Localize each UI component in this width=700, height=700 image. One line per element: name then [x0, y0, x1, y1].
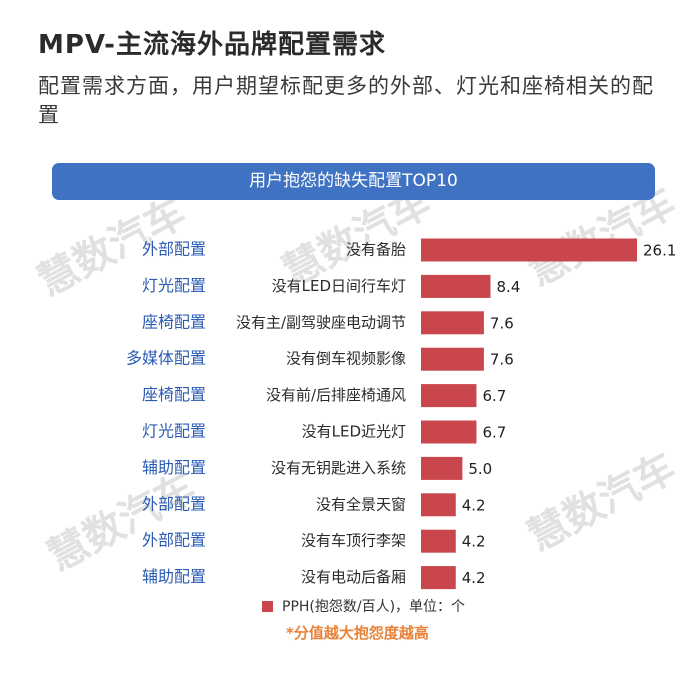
bar [421, 384, 477, 408]
legend-swatch [262, 600, 273, 612]
bar [421, 347, 484, 371]
group-label: 座椅配置 [142, 312, 206, 331]
group-label: 灯光配置 [142, 276, 206, 295]
value-label: 8.4 [497, 278, 521, 296]
value-label: 7.6 [490, 351, 514, 369]
page-subtitle: 配置需求方面，用户期望标配更多的外部、灯光和座椅相关的配置 [38, 74, 654, 127]
group-label: 外部配置 [142, 531, 206, 550]
bar [421, 493, 456, 517]
category-label: 没有主/副驾驶座电动调节 [236, 313, 406, 331]
category-label: 没有电动后备厢 [301, 568, 406, 586]
page-title: MPV-主流海外品牌配置需求 [38, 30, 386, 60]
group-label: 灯光配置 [142, 422, 206, 441]
value-label: 26.1 [643, 242, 676, 260]
group-label: 外部配置 [142, 494, 206, 513]
group-label: 外部配置 [142, 240, 206, 259]
category-label: 没有全景天窗 [316, 495, 406, 513]
value-label: 6.7 [482, 424, 506, 442]
value-label: 4.2 [462, 569, 486, 587]
value-label: 6.7 [482, 387, 506, 405]
value-label: 5.0 [468, 460, 492, 478]
legend-label: PPH(抱怨数/百人)，单位：个 [282, 599, 466, 615]
group-label: 座椅配置 [142, 385, 206, 404]
category-label: 没有前/后排座椅通风 [266, 386, 406, 404]
group-label: 辅助配置 [142, 458, 206, 477]
bar [421, 456, 463, 480]
group-label: 多媒体配置 [126, 349, 206, 368]
category-label: 没有无钥匙进入系统 [271, 459, 406, 477]
bar [421, 420, 477, 444]
category-label: 没有LED近光灯 [302, 423, 406, 441]
category-label: 没有备胎 [346, 241, 406, 259]
value-label: 4.2 [462, 533, 486, 551]
value-label: 4.2 [462, 496, 486, 514]
category-label: 没有LED日间行车灯 [272, 277, 406, 295]
chart-note: *分值越大抱怨度越高 [286, 624, 429, 642]
group-label: 辅助配置 [142, 567, 206, 586]
category-label: 没有车顶行李架 [301, 532, 406, 550]
chart-legend: PPH(抱怨数/百人)，单位：个 [262, 596, 465, 616]
bar [421, 238, 637, 262]
value-label: 7.6 [490, 314, 514, 332]
chart-title-banner: 用户抱怨的缺失配置TOP10 [52, 163, 655, 200]
category-label: 没有倒车视频影像 [286, 350, 406, 368]
bar [421, 566, 456, 590]
bar [421, 311, 484, 335]
bar [421, 274, 491, 298]
bar [421, 529, 456, 553]
